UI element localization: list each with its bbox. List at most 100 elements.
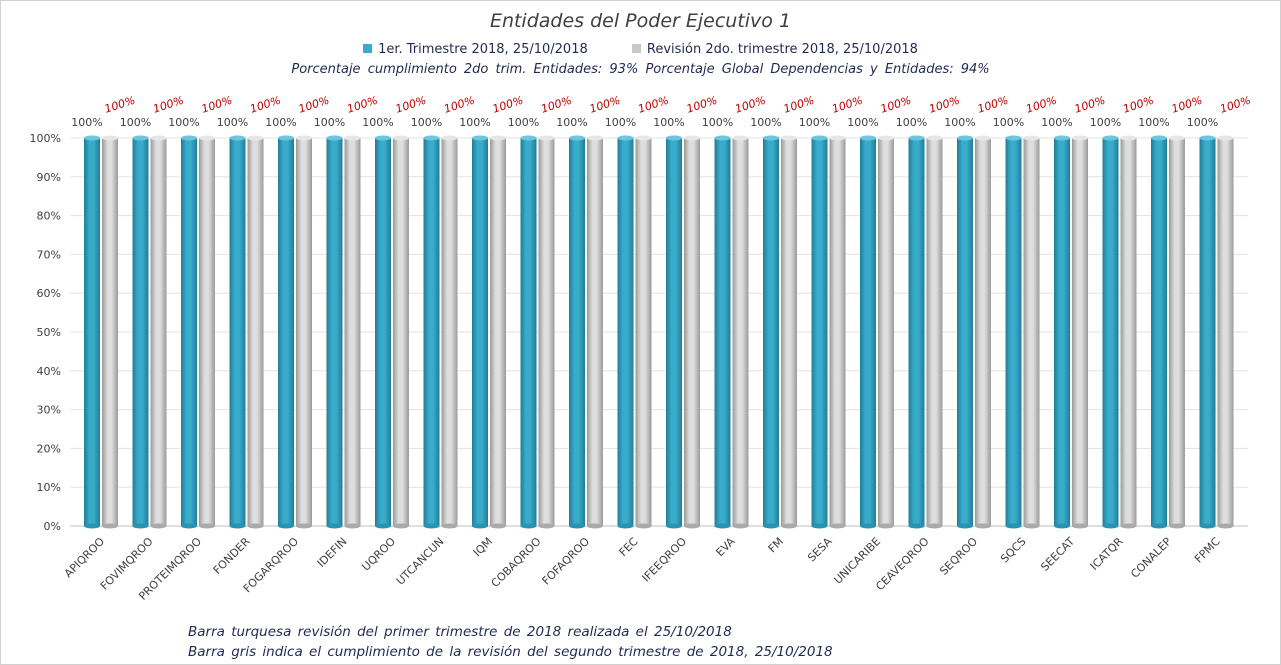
bar-body xyxy=(326,138,343,526)
bar-base xyxy=(1072,523,1088,529)
bar-body xyxy=(423,138,440,526)
bar-base xyxy=(247,523,264,529)
bar-q1-fonder xyxy=(229,135,246,529)
legend-item-series-2: Revisión 2do. trimestre 2018, 25/10/2018 xyxy=(631,42,918,57)
bar-cap xyxy=(423,135,440,141)
legend: 1er. Trimestre 2018, 25/10/2018 Revisión… xyxy=(0,42,1281,57)
y-tick-label: 80% xyxy=(37,210,61,223)
bar-body xyxy=(617,138,634,526)
note-gray-bar: Barra gris indica el cumplimiento de la … xyxy=(188,644,833,660)
data-label-q2: 100% xyxy=(1170,94,1204,116)
data-label-q1: 100% xyxy=(459,116,490,129)
bar-body xyxy=(957,138,973,526)
bar-q1-fec xyxy=(617,135,634,529)
category-label: APIQROO xyxy=(62,535,108,581)
bar-q1-fogarqroo xyxy=(278,135,294,529)
data-label-q2: 100% xyxy=(685,94,719,116)
category-label: CONALEP xyxy=(1128,535,1174,581)
bar-q2-iqm xyxy=(490,135,506,529)
bar-base xyxy=(393,523,409,529)
bar-cap xyxy=(1169,135,1185,141)
data-label-q2: 100% xyxy=(733,94,767,116)
bar-body xyxy=(1120,138,1137,526)
bar-body xyxy=(490,138,506,526)
data-label-q2: 100% xyxy=(491,94,525,116)
bar-cap xyxy=(247,135,264,141)
data-label-q1: 100% xyxy=(120,116,151,129)
bar-q1-fpmc xyxy=(1199,135,1216,529)
legend-swatch-series-1 xyxy=(363,44,373,53)
bar-q1-ifeeqroo xyxy=(666,135,682,529)
data-label-q2: 100% xyxy=(442,94,476,116)
data-label-q2: 100% xyxy=(976,94,1010,116)
chart-notes: Barra turquesa revisión del primer trime… xyxy=(188,622,833,662)
category-label: SEECAT xyxy=(1038,535,1077,574)
bar-base xyxy=(957,523,973,529)
bar-body xyxy=(393,138,409,526)
y-tick-label: 30% xyxy=(37,404,61,417)
bar-cap xyxy=(1199,135,1216,141)
category-label: FONDER xyxy=(211,535,253,577)
bar-base xyxy=(878,523,894,529)
bar-q2-conalep xyxy=(1169,135,1185,529)
bar-cap xyxy=(666,135,682,141)
bar-body xyxy=(569,138,585,526)
data-label-q1: 100% xyxy=(653,116,684,129)
bar-q2-fec xyxy=(635,135,652,529)
bar-q2-ifeeqroo xyxy=(684,135,700,529)
bar-q1-ceaveqroo xyxy=(908,135,925,529)
bar-cap xyxy=(344,135,361,141)
bar-q2-apiqroo xyxy=(102,135,118,529)
bar-base xyxy=(635,523,652,529)
y-tick-label: 70% xyxy=(37,248,61,261)
data-label-q2: 100% xyxy=(539,94,573,116)
bar-cap xyxy=(1217,135,1234,141)
bar-body xyxy=(860,138,876,526)
bar-cap xyxy=(811,135,828,141)
data-label-q1: 100% xyxy=(896,116,927,129)
bar-q1-eva xyxy=(714,135,731,529)
bar-body xyxy=(375,138,391,526)
y-tick-label: 90% xyxy=(37,171,61,184)
bar-body xyxy=(229,138,246,526)
data-label-q2: 100% xyxy=(927,94,961,116)
bar-cap xyxy=(635,135,652,141)
bar-body xyxy=(1102,138,1119,526)
bar-base xyxy=(375,523,391,529)
bar-base xyxy=(1217,523,1234,529)
bar-q1-utcancun xyxy=(423,135,440,529)
bar-base xyxy=(538,523,555,529)
bar-base xyxy=(617,523,634,529)
bar-body xyxy=(908,138,925,526)
bar-base xyxy=(1169,523,1185,529)
bar-cap xyxy=(520,135,537,141)
bar-q2-seqroo xyxy=(975,135,991,529)
bar-cap xyxy=(538,135,555,141)
bar-base xyxy=(490,523,506,529)
bar-base xyxy=(569,523,585,529)
bar-body xyxy=(781,138,797,526)
bar-base xyxy=(829,523,846,529)
category-label: SESA xyxy=(805,535,835,565)
bar-body xyxy=(1217,138,1234,526)
bar-q2-fonder xyxy=(247,135,264,529)
bar-base xyxy=(423,523,440,529)
legend-item-series-1: 1er. Trimestre 2018, 25/10/2018 xyxy=(363,42,588,57)
bar-q2-cobaqroo xyxy=(538,135,555,529)
bar-body xyxy=(441,138,458,526)
bar-base xyxy=(1005,523,1022,529)
bar-base xyxy=(684,523,700,529)
bar-q2-unicaribe xyxy=(878,135,894,529)
bar-base xyxy=(102,523,118,529)
bar-base xyxy=(926,523,943,529)
bar-base xyxy=(84,523,100,529)
bar-body xyxy=(132,138,149,526)
bar-cap xyxy=(763,135,779,141)
bar-base xyxy=(1151,523,1167,529)
bar-base xyxy=(344,523,361,529)
data-label-q1: 100% xyxy=(508,116,539,129)
category-label: EVA xyxy=(713,535,738,560)
bar-cap xyxy=(1072,135,1088,141)
bar-base xyxy=(296,523,312,529)
